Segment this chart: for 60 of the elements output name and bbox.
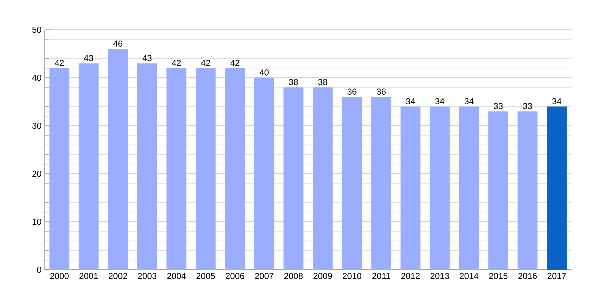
- bar: [254, 78, 274, 270]
- y-tick-label: 0: [37, 266, 42, 274]
- x-tick-label: 2008: [284, 273, 303, 280]
- data-label: 34: [552, 98, 562, 105]
- data-label: 40: [260, 70, 269, 76]
- bar: [430, 106, 450, 270]
- y-tick-label: 40: [32, 74, 42, 82]
- y-tick-label: 30: [32, 122, 42, 130]
- x-tick-label: 2017: [548, 273, 566, 280]
- bar: [166, 68, 187, 270]
- data-label: 42: [172, 60, 182, 66]
- data-label: 42: [55, 60, 64, 66]
- x-tick-label: 2009: [314, 273, 332, 280]
- x-tick-label: 2001: [80, 273, 98, 280]
- data-label: 33: [494, 103, 503, 110]
- bar: [284, 88, 304, 270]
- bar: [342, 97, 362, 270]
- x-tick-label: 2007: [255, 273, 274, 280]
- bar: [108, 49, 128, 270]
- x-tick-label: 2002: [108, 273, 128, 280]
- x-tick-label: 2014: [460, 273, 479, 280]
- data-label: 43: [142, 55, 152, 62]
- x-tick-label: 2013: [430, 273, 450, 280]
- x-tick-label: 2011: [372, 273, 390, 280]
- bar: [518, 112, 538, 270]
- data-label: 42: [201, 60, 210, 66]
- x-tick-label: 2016: [518, 273, 538, 280]
- data-label: 38: [289, 79, 298, 86]
- x-tick-label: 2015: [489, 273, 508, 280]
- bar: [400, 106, 421, 270]
- data-label: 46: [114, 40, 123, 47]
- bar: [137, 64, 158, 270]
- bar: [372, 97, 392, 270]
- x-tick-label: 2003: [138, 273, 157, 280]
- bar: [547, 106, 567, 270]
- y-tick-label: 20: [32, 170, 42, 178]
- bar: [225, 68, 246, 270]
- data-label: 36: [348, 88, 357, 95]
- x-tick-label: 2005: [196, 273, 216, 280]
- x-tick-label: 2010: [343, 273, 362, 280]
- x-tick-label: 2000: [50, 273, 69, 280]
- data-label: 34: [436, 98, 445, 105]
- bar: [50, 68, 70, 270]
- data-label: 33: [523, 103, 532, 110]
- x-tick-label: 2004: [167, 273, 186, 280]
- y-tick-label: 10: [32, 218, 42, 226]
- data-label: 43: [84, 55, 94, 62]
- bar: [313, 88, 333, 270]
- data-label: 34: [406, 98, 416, 105]
- y-tick-label: 50: [32, 26, 42, 34]
- data-label: 38: [318, 79, 328, 86]
- data-label: 34: [464, 98, 474, 105]
- x-tick-label: 2006: [226, 273, 244, 280]
- data-label: 42: [230, 60, 240, 66]
- bar: [488, 112, 508, 270]
- bar: [196, 68, 216, 270]
- data-label: 36: [377, 88, 386, 95]
- bar: [78, 64, 99, 270]
- x-tick-label: 2012: [402, 273, 420, 280]
- bar: [459, 106, 480, 270]
